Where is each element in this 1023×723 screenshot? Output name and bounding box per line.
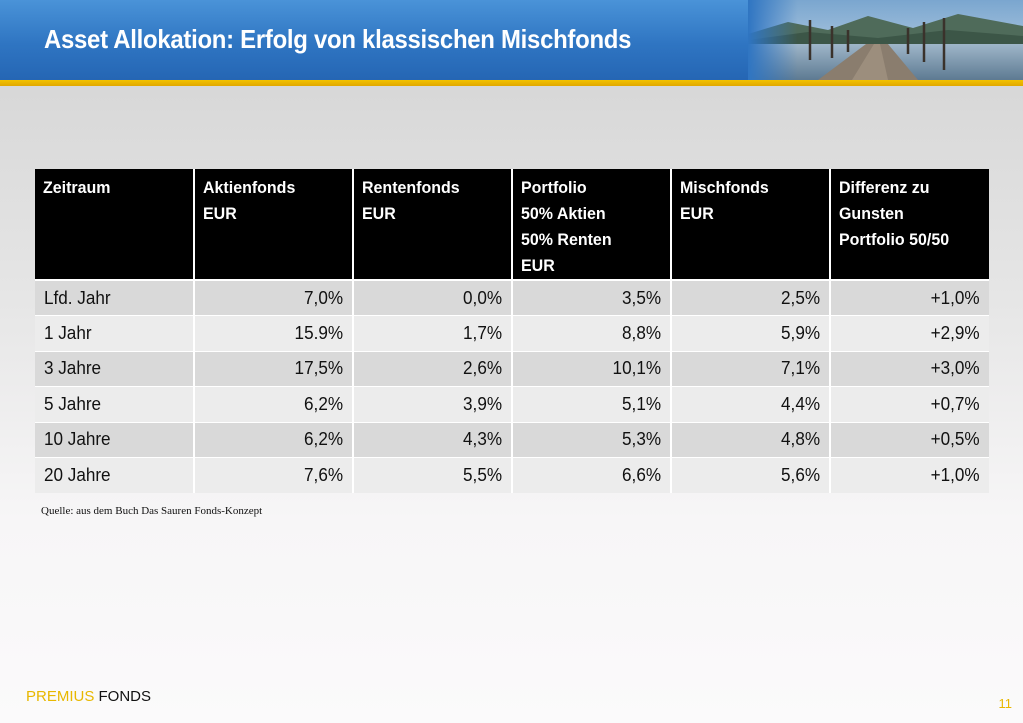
table-cell: 2,6% xyxy=(352,350,512,387)
table-cell: 5 Jahre xyxy=(35,386,194,422)
table-row: 3 Jahre 17,5% 2,6% 10,1% 7,1% +3,0% xyxy=(35,350,989,387)
table-cell: 3,9% xyxy=(352,386,512,422)
table-cell: 17,5% xyxy=(193,350,353,387)
table-cell: 3,5% xyxy=(511,279,671,316)
header-rentenfonds: Rentenfonds EUR xyxy=(352,169,512,281)
header-accent-bar xyxy=(0,80,1023,86)
header-portfolio: Portfolio 50% Aktien 50% Renten EUR xyxy=(511,169,671,281)
header-mischfonds: Mischfonds EUR xyxy=(670,169,830,281)
table-cell: 1 Jahr xyxy=(35,315,194,351)
table-cell: 4,8% xyxy=(670,421,830,458)
table-cell: 20 Jahre xyxy=(35,457,194,493)
slide-title: Asset Allokation: Erfolg von klassischen… xyxy=(44,24,632,54)
table-cell: 7,6% xyxy=(193,457,353,493)
table-cell: 15.9% xyxy=(193,315,353,351)
brand-part-fonds: FONDS xyxy=(98,688,152,705)
table-cell: 6,6% xyxy=(511,457,671,493)
header-zeitraum: Zeitraum xyxy=(35,169,194,281)
page-number: 11 xyxy=(998,696,1013,711)
table-cell: 0,0% xyxy=(352,279,512,316)
table-cell: 8,8% xyxy=(511,315,671,351)
table-cell: 6,2% xyxy=(193,386,353,422)
table-row: 1 Jahr 15.9% 1,7% 8,8% 5,9% +2,9% xyxy=(35,315,989,351)
table-cell: Lfd. Jahr xyxy=(35,279,194,316)
table-cell: 4,3% xyxy=(352,421,512,458)
table-cell: 5,6% xyxy=(670,457,830,493)
table-cell: +1,0% xyxy=(829,457,989,493)
source-note: Quelle: aus dem Buch Das Sauren Fonds-Ko… xyxy=(41,505,263,517)
table-cell: 5,5% xyxy=(352,457,512,493)
performance-table: Zeitraum Aktienfonds EUR Rentenfonds EUR… xyxy=(35,169,989,493)
table-cell: 2,5% xyxy=(670,279,830,316)
table-cell: 10 Jahre xyxy=(35,421,194,458)
table-cell: +0,5% xyxy=(829,421,989,458)
table-cell: 7,0% xyxy=(193,279,353,316)
table-cell: +3,0% xyxy=(829,350,989,387)
table-header-row: Zeitraum Aktienfonds EUR Rentenfonds EUR… xyxy=(35,169,989,281)
table-row: 10 Jahre 6,2% 4,3% 5,3% 4,8% +0,5% xyxy=(35,421,989,458)
table-cell: 3 Jahre xyxy=(35,350,194,387)
table-cell: +1,0% xyxy=(829,279,989,316)
table-cell: 4,4% xyxy=(670,386,830,422)
table-cell: 7,1% xyxy=(670,350,830,387)
table-cell: +2,9% xyxy=(829,315,989,351)
table-row: 20 Jahre 7,6% 5,5% 6,6% 5,6% +1,0% xyxy=(35,457,989,493)
table-cell: 5,9% xyxy=(670,315,830,351)
lake-pier-photo xyxy=(748,0,1023,80)
brand-logo: PREMIUS FONDS xyxy=(26,688,151,705)
slide-header: Asset Allokation: Erfolg von klassischen… xyxy=(0,0,1023,80)
table-cell: 1,7% xyxy=(352,315,512,351)
table-row: 5 Jahre 6,2% 3,9% 5,1% 4,4% +0,7% xyxy=(35,386,989,422)
header-differenz: Differenz zu Gunsten Portfolio 50/50 xyxy=(829,169,989,281)
table-cell: 10,1% xyxy=(511,350,671,387)
header-aktienfonds: Aktienfonds EUR xyxy=(193,169,353,281)
table-row: Lfd. Jahr 7,0% 0,0% 3,5% 2,5% +1,0% xyxy=(35,279,989,316)
brand-part-premius: PREMIUS xyxy=(26,688,95,705)
table-cell: 5,1% xyxy=(511,386,671,422)
table-cell: 5,3% xyxy=(511,421,671,458)
table-cell: 6,2% xyxy=(193,421,353,458)
table-cell: +0,7% xyxy=(829,386,989,422)
